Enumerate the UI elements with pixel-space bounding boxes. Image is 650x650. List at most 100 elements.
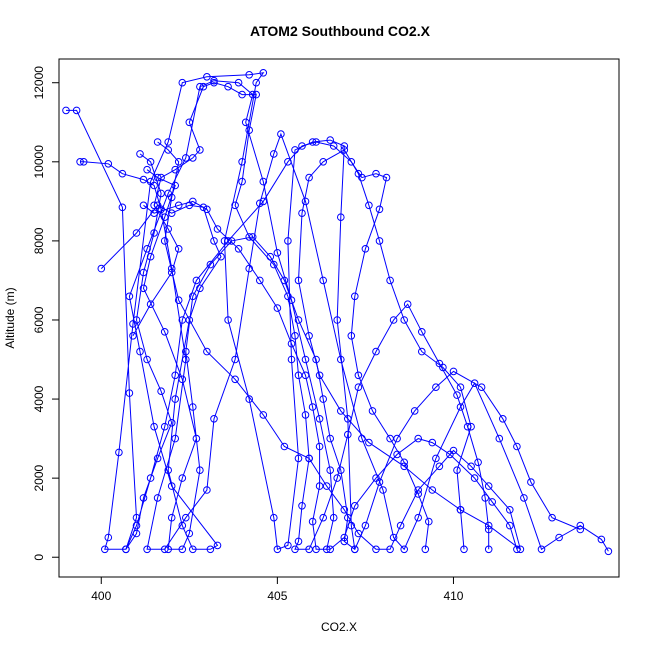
data-point <box>178 545 187 554</box>
data-point <box>456 403 465 411</box>
data-point <box>400 545 409 554</box>
series-line <box>142 169 581 551</box>
data-point <box>301 411 310 419</box>
data-point <box>153 138 162 146</box>
data-point <box>139 201 148 210</box>
data-point <box>178 521 187 530</box>
data-point <box>379 486 387 494</box>
data-point <box>178 316 187 324</box>
data-point <box>284 237 292 245</box>
data-point <box>337 407 345 415</box>
data-point <box>132 316 141 324</box>
data-point <box>164 466 172 475</box>
data-point <box>315 482 324 490</box>
data-point <box>319 513 328 522</box>
data-point <box>456 383 465 392</box>
data-point <box>329 142 338 150</box>
data-point <box>291 332 299 340</box>
data-point <box>319 276 328 285</box>
data-point <box>101 545 109 554</box>
data-point <box>495 434 504 443</box>
data-point <box>231 355 239 364</box>
data-point <box>308 517 317 526</box>
data-point <box>245 126 253 134</box>
data-point <box>185 529 194 538</box>
data-point <box>210 76 218 85</box>
y-tick-label: 6000 <box>32 306 46 333</box>
data-point <box>365 438 373 447</box>
data-point <box>301 355 310 364</box>
data-point <box>210 237 218 245</box>
data-point <box>97 264 106 273</box>
data-point <box>167 419 176 427</box>
data-point <box>604 547 613 556</box>
data-point <box>203 486 211 494</box>
data-point <box>527 478 535 486</box>
data-point <box>189 292 197 301</box>
data-point <box>576 521 585 530</box>
data-point <box>365 201 373 210</box>
data-point <box>382 173 391 182</box>
data-point <box>470 474 479 482</box>
y-tick-label: 0 <box>32 554 46 561</box>
data-point <box>506 506 514 514</box>
data-point <box>167 513 176 522</box>
data-point <box>213 225 222 233</box>
data-point <box>213 541 222 550</box>
data-point <box>513 442 521 451</box>
data-point <box>326 545 335 554</box>
data-point <box>435 359 444 368</box>
data-point <box>315 442 324 451</box>
data-point <box>150 209 158 217</box>
data-point <box>259 69 268 77</box>
data-point <box>453 466 461 475</box>
data-point <box>171 434 179 443</box>
data-point <box>294 454 303 463</box>
series-8 <box>129 78 493 554</box>
data-point <box>118 203 127 212</box>
data-point <box>312 355 320 364</box>
data-point <box>139 175 148 184</box>
data-point <box>470 379 479 388</box>
data-point <box>414 513 423 522</box>
data-point <box>139 284 148 293</box>
data-point <box>298 502 306 510</box>
data-point <box>386 434 394 443</box>
data-point <box>340 142 349 150</box>
data-point <box>456 506 465 514</box>
y-axis-label: Altitude (m) <box>3 287 17 348</box>
data-point <box>354 383 363 392</box>
data-point <box>224 316 232 324</box>
data-point <box>164 545 172 554</box>
data-point <box>322 482 331 490</box>
data-point <box>428 438 437 447</box>
data-point <box>231 375 239 384</box>
series-group <box>62 69 613 556</box>
data-point <box>146 158 155 166</box>
data-point <box>234 78 243 87</box>
data-point <box>153 454 162 463</box>
data-point <box>516 545 525 554</box>
data-point <box>174 201 183 210</box>
data-point <box>245 233 253 241</box>
data-point <box>410 407 419 415</box>
data-point <box>210 78 218 87</box>
data-point <box>189 197 197 206</box>
data-point <box>174 158 183 166</box>
data-point <box>206 260 215 269</box>
data-point <box>79 158 88 166</box>
y-tick-label: 2000 <box>32 464 46 491</box>
data-point <box>474 458 482 467</box>
series-7 <box>139 197 521 554</box>
data-point <box>351 292 359 301</box>
data-point <box>576 525 585 534</box>
data-point <box>340 146 349 154</box>
data-point <box>160 328 169 336</box>
data-point <box>72 106 81 115</box>
data-point <box>428 486 437 494</box>
data-point <box>337 466 345 475</box>
data-point <box>463 422 472 431</box>
data-point <box>506 521 514 530</box>
data-point <box>167 482 176 490</box>
data-point <box>273 304 282 312</box>
